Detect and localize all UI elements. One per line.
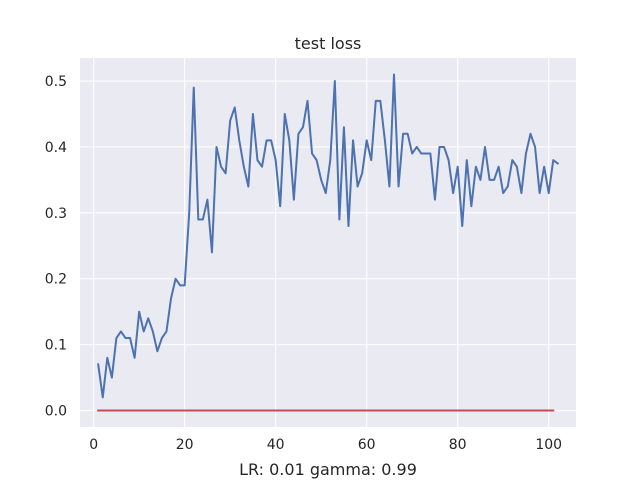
x-axis-ticks: 0 20 40 60 80 100 [89, 437, 562, 453]
y-tick-label: 0.1 [45, 338, 67, 354]
y-axis-ticks: 0.0 0.1 0.2 0.3 0.4 0.5 [45, 74, 67, 419]
x-tick-label: 60 [358, 437, 376, 453]
x-tick-label: 100 [535, 437, 562, 453]
x-tick-label: 80 [449, 437, 467, 453]
y-tick-label: 0.5 [45, 74, 67, 90]
y-tick-label: 0.2 [45, 272, 67, 288]
series-group [97, 73, 560, 412]
test-loss-line [97, 73, 560, 399]
y-tick-label: 0.0 [45, 404, 67, 420]
x-tick-label: 0 [89, 437, 98, 453]
y-tick-label: 0.3 [45, 206, 67, 222]
x-axis-label: LR: 0.01 gamma: 0.99 [239, 460, 417, 479]
plot-area [80, 58, 576, 427]
x-tick-label: 20 [176, 437, 194, 453]
y-tick-label: 0.4 [45, 140, 67, 156]
chart-title: test loss [295, 34, 362, 53]
x-tick-label: 40 [267, 437, 285, 453]
